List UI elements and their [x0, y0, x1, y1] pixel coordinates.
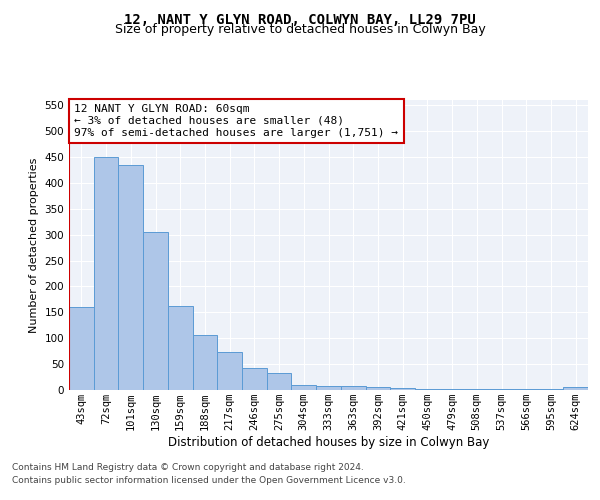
- Text: 12 NANT Y GLYN ROAD: 60sqm
← 3% of detached houses are smaller (48)
97% of semi-: 12 NANT Y GLYN ROAD: 60sqm ← 3% of detac…: [74, 104, 398, 138]
- Bar: [390, 388, 415, 390]
- Text: Contains public sector information licensed under the Open Government Licence v3: Contains public sector information licen…: [12, 476, 406, 485]
- Bar: [217, 352, 242, 390]
- Bar: [118, 164, 143, 390]
- Bar: [341, 386, 365, 390]
- Bar: [292, 385, 316, 390]
- Bar: [94, 157, 118, 390]
- Bar: [143, 232, 168, 390]
- Y-axis label: Number of detached properties: Number of detached properties: [29, 158, 39, 332]
- Bar: [242, 368, 267, 390]
- Text: Contains HM Land Registry data © Crown copyright and database right 2024.: Contains HM Land Registry data © Crown c…: [12, 464, 364, 472]
- Bar: [563, 388, 588, 390]
- Text: Size of property relative to detached houses in Colwyn Bay: Size of property relative to detached ho…: [115, 22, 485, 36]
- Bar: [69, 307, 94, 390]
- Bar: [267, 374, 292, 390]
- Bar: [365, 388, 390, 390]
- Bar: [193, 335, 217, 390]
- Text: 12, NANT Y GLYN ROAD, COLWYN BAY, LL29 7PU: 12, NANT Y GLYN ROAD, COLWYN BAY, LL29 7…: [124, 12, 476, 26]
- Bar: [415, 389, 440, 390]
- X-axis label: Distribution of detached houses by size in Colwyn Bay: Distribution of detached houses by size …: [168, 436, 489, 449]
- Bar: [168, 306, 193, 390]
- Bar: [316, 386, 341, 390]
